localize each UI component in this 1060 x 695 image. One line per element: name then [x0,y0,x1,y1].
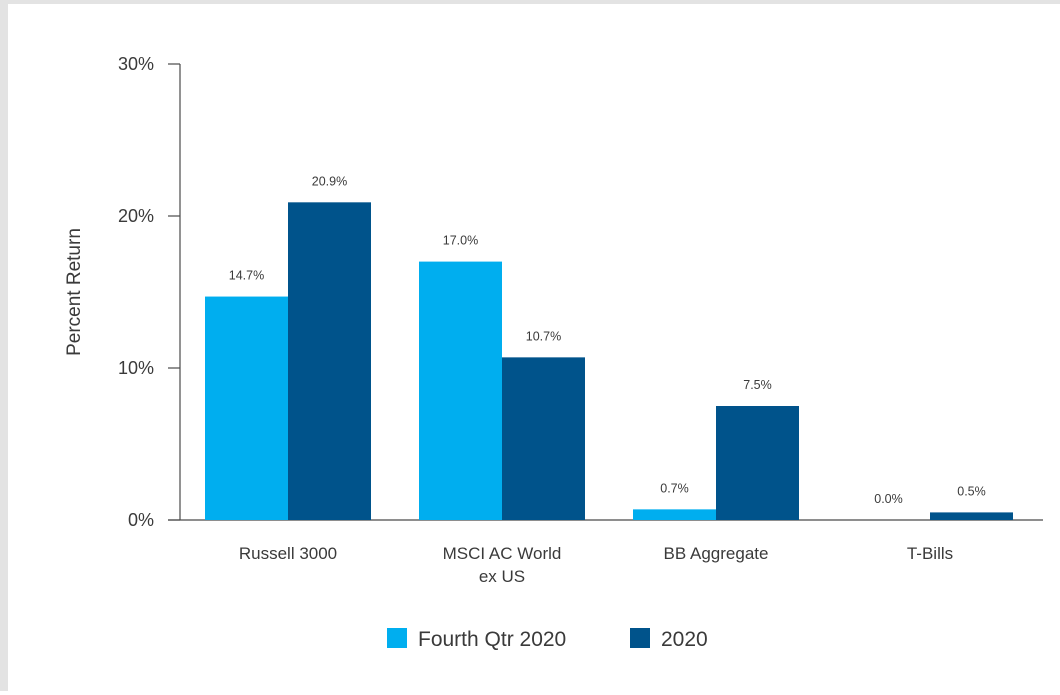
data-label: 0.0% [874,492,903,506]
category-label: Russell 3000 [239,544,337,563]
legend-label: 2020 [661,628,708,651]
bar [716,406,799,520]
category-labels: Russell 3000 MSCI AC World ex US BB Aggrega… [239,544,953,586]
data-label: 7.5% [743,378,772,392]
y-tick-label: 0% [128,510,154,530]
data-label: 14.7% [229,269,264,283]
bar-chart: 0% 10% 20% 30% 14.7% 20.9% 17.0% 10.7% 0.7% 7.5%… [64,54,1043,651]
data-label: 0.5% [957,484,986,498]
data-label: 20.9% [312,174,347,188]
bar [633,509,716,520]
legend-swatch [630,628,650,648]
data-label: 10.7% [526,329,561,343]
bar [288,202,371,520]
bar [930,512,1013,520]
category-label: BB Aggregate [664,544,769,563]
bar [205,296,288,520]
legend-swatch [387,628,407,648]
data-label: 0.7% [660,481,689,495]
y-tick-label: 20% [118,206,154,226]
y-tick-label: 30% [118,54,154,74]
data-labels: 14.7% 20.9% 17.0% 10.7% 0.7% 7.5% 0.0% 0.5% [229,174,986,506]
y-axis-title: Percent Return [64,228,85,356]
y-tick-label: 10% [118,358,154,378]
category-label: ex US [479,567,525,586]
data-label: 17.0% [443,234,478,248]
legend: Fourth Qtr 2020 2020 [387,628,708,651]
category-label: MSCI AC World [443,544,562,563]
legend-label: Fourth Qtr 2020 [418,628,566,651]
bar [502,357,585,520]
category-label: T-Bills [907,544,953,563]
bar [419,261,502,520]
bars [205,202,1013,520]
